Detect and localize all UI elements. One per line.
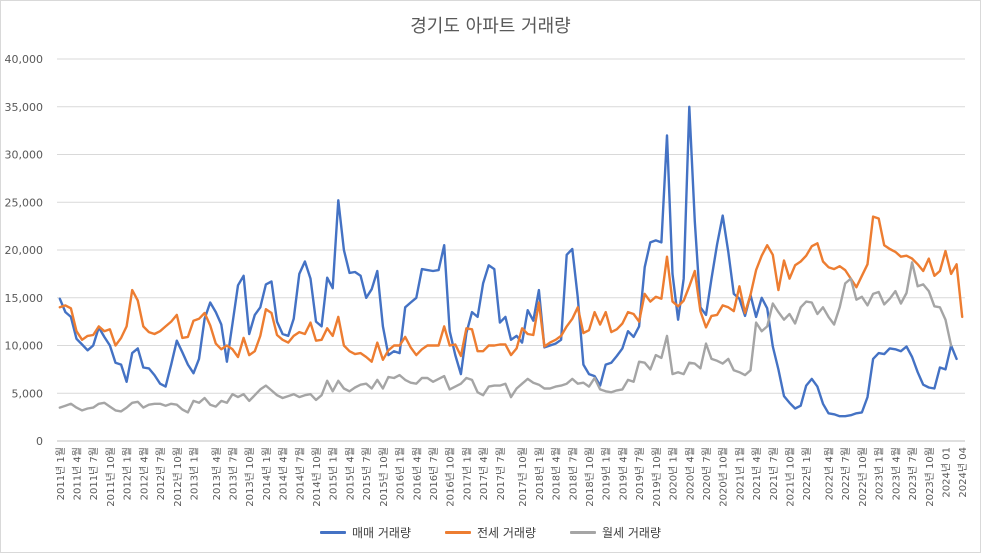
x-tick-label: 2023년 10월	[924, 447, 936, 507]
legend-swatch-sales	[319, 531, 346, 534]
x-tick-label: 2022년 4월	[824, 447, 836, 500]
x-tick-label: 2015년 7월	[361, 447, 373, 500]
x-tick-label: 2019년 10월	[651, 447, 663, 507]
x-tick-label: 2023년 4월	[890, 447, 902, 500]
x-tick-label: 2014년 1월	[261, 447, 273, 500]
legend-item-jeonse: 전세 거래량	[444, 524, 536, 541]
y-axis-tick-labels: 0 5,000 10,000 15,000 20,000 25,000 30,000 35,0…	[5, 53, 44, 448]
legend: 매매 거래량 전세 거래량 월세 거래량	[0, 524, 981, 541]
x-tick-label: 2016년 7월	[428, 447, 440, 500]
x-tick-label: 2023년 7월	[907, 447, 919, 500]
x-tick-label: 2024년 04	[957, 447, 969, 498]
x-tick-label: 2014년 7월	[294, 447, 306, 500]
y-tick-label: 15,000	[5, 292, 44, 305]
x-tick-label: 2018년 10월	[584, 447, 596, 507]
y-tick-label: 5,000	[12, 387, 44, 400]
x-tick-label: 2013년 1월	[188, 447, 200, 500]
x-tick-label: 2018년 1월	[534, 447, 546, 500]
x-tick-label: 2020년 1월	[668, 447, 680, 500]
x-tick-label: 2022년 7월	[840, 447, 852, 500]
x-tick-label: 2021년 7월	[768, 447, 780, 500]
x-tick-label: 2019년 4월	[617, 447, 629, 500]
y-tick-label: 35,000	[5, 101, 44, 114]
legend-label-sales: 매매 거래량	[351, 526, 411, 540]
x-tick-label: 2017년 1월	[461, 447, 473, 500]
x-tick-label: 2021년 1월	[734, 447, 746, 500]
x-tick-label: 2024년 01	[941, 447, 953, 498]
x-tick-label: 2019년 1월	[601, 447, 613, 500]
x-tick-label: 2018년 4월	[551, 447, 563, 500]
y-tick-label: 20,000	[5, 244, 44, 257]
x-tick-label: 2020년 7월	[701, 447, 713, 500]
gridlines	[57, 58, 965, 442]
x-tick-label: 2013년 4월	[211, 447, 223, 500]
legend-item-sales: 매매 거래량	[319, 524, 411, 541]
x-tick-label: 2016년 10월	[445, 447, 457, 507]
x-tick-label: 2017년 4월	[478, 447, 490, 500]
x-tick-label: 2012년 1월	[122, 447, 134, 500]
series-line-sales	[58, 105, 958, 418]
x-tick-label: 2012년 10월	[172, 447, 184, 507]
x-tick-label: 2015년 1월	[328, 447, 340, 500]
y-tick-label: 40,000	[5, 53, 44, 66]
x-tick-label: 2020년 4월	[684, 447, 696, 500]
chart-title: 경기도 아파트 거래량	[410, 16, 571, 37]
x-tick-label: 2013년 10월	[244, 447, 256, 507]
x-tick-label: 2017년 7월	[495, 447, 507, 500]
legend-swatch-wolse	[570, 531, 596, 534]
legend-item-wolse: 월세 거래량	[570, 524, 661, 541]
x-tick-label: 2012년 4월	[138, 447, 150, 500]
x-tick-label: 2013년 7월	[227, 447, 239, 500]
x-tick-label: 2011년 7월	[88, 447, 100, 500]
x-tick-label: 2016년 1월	[395, 447, 407, 500]
x-tick-label: 2016년 4월	[411, 447, 423, 500]
x-tick-label: 2019년 7월	[634, 447, 646, 500]
x-axis-tick-labels: 2011년 1월 2011년 4월 2011년 7월 2011년 10월 2012년 1…	[55, 447, 969, 507]
y-tick-label: 30,000	[5, 149, 44, 162]
x-tick-label: 2018년 7월	[567, 447, 579, 500]
x-tick-label: 2022년 1월	[801, 447, 813, 500]
y-tick-label: 25,000	[5, 196, 44, 209]
x-tick-label: 2022년 10월	[857, 447, 869, 507]
x-tick-label: 2011년 1월	[55, 447, 67, 500]
x-tick-label: 2011년 10월	[105, 447, 117, 507]
x-tick-label: 2020년 10월	[718, 447, 730, 507]
legend-label-wolse: 월세 거래량	[602, 526, 662, 540]
x-tick-label: 2012년 7월	[155, 447, 167, 500]
x-tick-label: 2015년 10월	[378, 447, 390, 507]
x-tick-label: 2021년 4월	[751, 447, 763, 500]
y-tick-label: 10,000	[5, 340, 44, 353]
legend-swatch-jeonse	[444, 531, 471, 534]
x-tick-label: 2014년 10월	[311, 447, 323, 507]
series-lines	[58, 105, 964, 418]
x-tick-label: 2011년 4월	[71, 447, 83, 500]
x-tick-label: 2015년 4월	[344, 447, 356, 500]
y-tick-label: 0	[36, 435, 43, 448]
x-tick-label: 2014년 4월	[278, 447, 290, 500]
series-line-wolse	[58, 261, 953, 414]
x-tick-label: 2023년 1월	[874, 447, 886, 500]
series-line-jeonse	[58, 215, 964, 363]
legend-label-jeonse: 전세 거래량	[476, 526, 536, 540]
x-tick-label: 2021년 10월	[785, 447, 797, 507]
x-tick-label: 2017년 10월	[517, 447, 529, 507]
